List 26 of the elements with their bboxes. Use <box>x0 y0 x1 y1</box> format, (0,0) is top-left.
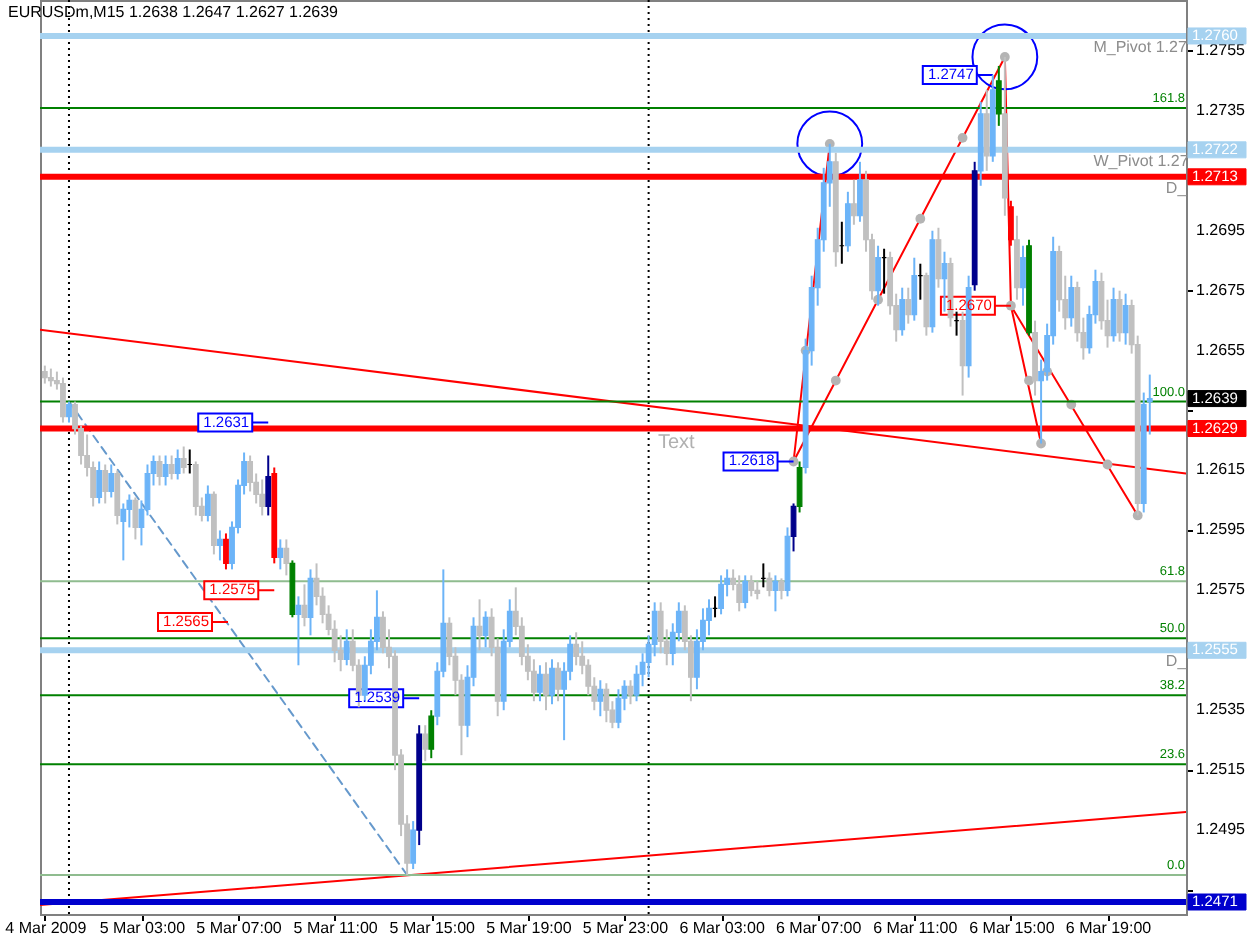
x-tick-label: 6 Mar 03:00 <box>679 919 766 937</box>
y-tick-label: 1.2495 <box>1196 820 1247 839</box>
y-tick-label: 1.2515 <box>1196 760 1247 779</box>
x-tick-label: 6 Mar 19:00 <box>1065 919 1153 937</box>
x-tick-label: 6 Mar 07:00 <box>775 919 863 937</box>
y-tick-label: 1.2615 <box>1196 460 1247 479</box>
x-tick-label: 5 Mar 11:00 <box>293 919 379 937</box>
y-tick-label: 1.2595 <box>1196 520 1247 539</box>
annotation: M_Pivot 1.27 <box>1093 37 1188 56</box>
x-tick-label: 5 Mar 23:00 <box>582 919 670 937</box>
x-tick-label: 5 Mar 03:00 <box>99 919 187 937</box>
x-tick-label: 5 Mar 19:00 <box>486 919 573 937</box>
y-tick-label: 1.2755 <box>1196 40 1247 59</box>
y-tick-label: 1.2735 <box>1196 100 1247 119</box>
y-tick-label: 1.2675 <box>1196 280 1247 299</box>
y-tick-label: 1.2575 <box>1196 580 1247 599</box>
x-tick-label: 5 Mar 07:00 <box>196 919 283 937</box>
y-tick-label: 1.2535 <box>1196 700 1247 719</box>
chart-title: EURUSDm,M15 1.2638 1.2647 1.2627 1.2639 <box>8 3 340 21</box>
y-tick-label: 1.2655 <box>1196 340 1247 359</box>
y-tick-label: 1.2695 <box>1196 220 1247 239</box>
x-tick-label: 5 Mar 15:00 <box>389 919 477 937</box>
x-tick-label: 4 Mar 2009 <box>5 919 88 937</box>
annotation: Text <box>658 432 696 454</box>
x-tick-label: 6 Mar 11:00 <box>873 919 959 937</box>
x-tick-label: 6 Mar 15:00 <box>969 919 1056 937</box>
